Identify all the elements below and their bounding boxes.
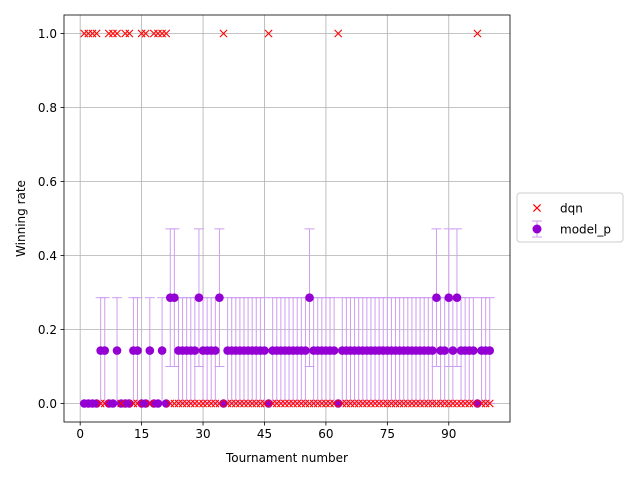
dqn-point — [469, 399, 478, 408]
model-p-point — [194, 293, 204, 302]
model-p-point — [211, 346, 220, 355]
legend-entry-dqn: dqn — [532, 202, 583, 216]
legend-model-p-marker — [532, 224, 542, 234]
model-p-point — [440, 346, 449, 355]
dqn-point — [334, 29, 343, 38]
model-p-point — [301, 346, 310, 355]
model-p-point — [190, 346, 200, 355]
dqn-point — [330, 399, 339, 408]
dqn-point — [473, 29, 482, 38]
model-p-point — [141, 399, 151, 408]
dqn-point — [485, 399, 494, 408]
model-p-point — [329, 346, 339, 355]
data-points — [79, 29, 495, 408]
model-p-point — [125, 399, 134, 408]
dqn-point — [100, 399, 109, 408]
model-p-point — [133, 346, 142, 355]
model-p-point — [264, 399, 273, 408]
plot-frame — [63, 14, 511, 423]
y-tick-label: 1.0 — [38, 27, 57, 41]
x-axis-label: Tournament number — [225, 451, 348, 465]
dqn-point — [260, 399, 269, 408]
grid-lines — [64, 15, 510, 422]
y-tick-label: 0.8 — [38, 101, 57, 115]
x-tick-label: 30 — [195, 427, 210, 441]
dqn-point — [117, 399, 126, 408]
model-p-point — [215, 293, 224, 302]
model-p-point — [145, 346, 155, 355]
model-p-point — [219, 399, 228, 408]
x-tick-label: 90 — [441, 427, 456, 441]
legend-dqn-label: dqn — [560, 202, 583, 216]
model-p-point — [473, 399, 482, 408]
legend-entry-model-p: model_p — [532, 220, 611, 238]
dqn-point — [133, 399, 142, 408]
model-p-errorbars — [95, 228, 495, 404]
x-tick-label: 0 — [76, 427, 84, 441]
dqn-point — [125, 29, 134, 38]
legend: dqn model_p — [516, 192, 624, 243]
dqn-point — [145, 399, 154, 408]
model-p-point — [153, 399, 163, 408]
model-p-point — [112, 346, 122, 355]
x-axis-ticks: 0 15 30 45 60 75 90 — [76, 422, 456, 441]
y-tick-label: 0.4 — [38, 249, 57, 263]
dqn-point — [141, 29, 150, 38]
dqn-point — [162, 29, 171, 38]
model-p-point — [469, 346, 478, 355]
legend-model-p-label: model_p — [560, 223, 611, 237]
y-tick-label: 0.6 — [38, 175, 57, 189]
model-p-point — [157, 346, 167, 355]
model-p-point — [161, 399, 171, 408]
legend-dqn-marker — [532, 203, 542, 213]
y-axis-ticks: 0.0 0.2 0.4 0.6 0.8 1.0 — [38, 27, 64, 411]
y-axis-label: Winning rate — [14, 180, 28, 257]
y-tick-label: 0.0 — [38, 397, 57, 411]
y-tick-label: 0.2 — [38, 323, 57, 337]
model-p-point — [108, 399, 118, 408]
x-tick-label: 45 — [257, 427, 272, 441]
dqn-point — [215, 399, 224, 408]
model-p-point — [92, 399, 101, 408]
legend-box — [516, 192, 624, 243]
model-p-point — [444, 293, 454, 302]
x-tick-label: 60 — [318, 427, 333, 441]
model-p-point — [432, 293, 441, 302]
model-p-point — [333, 399, 343, 408]
model-p-point — [305, 293, 314, 302]
model-p-point — [428, 346, 437, 355]
model-p-point — [448, 346, 458, 355]
x-tick-label: 15 — [134, 427, 149, 441]
dqn-point — [264, 29, 273, 38]
model-p-point — [485, 346, 495, 355]
model-p-point — [100, 346, 110, 355]
model-p-point — [452, 293, 462, 302]
model-p-point — [260, 346, 269, 355]
model-p-point — [170, 293, 179, 302]
dqn-point — [219, 29, 228, 38]
x-tick-label: 75 — [380, 427, 395, 441]
dqn-point — [113, 29, 122, 38]
dqn-point — [92, 29, 101, 38]
